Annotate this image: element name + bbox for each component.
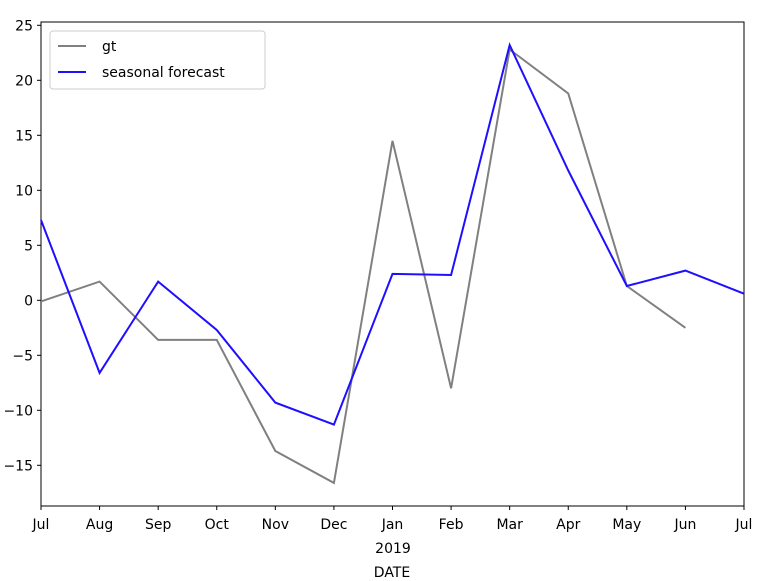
x-tick-label: Nov — [262, 517, 289, 533]
y-tick-label: 10 — [15, 183, 33, 199]
legend-label-gt: gt — [102, 39, 117, 55]
x-tick-label: Oct — [205, 517, 230, 533]
y-tick-label: 0 — [24, 293, 33, 309]
legend-box — [49, 30, 266, 90]
plot-area — [40, 21, 745, 507]
x-tick-label: Mar — [496, 517, 523, 533]
x-tick-label: Jul — [735, 517, 753, 533]
x-tick-label: May — [612, 517, 641, 533]
y-axis: −15 −10 −5 0 5 10 15 20 25 — [3, 18, 41, 474]
y-tick-label: −5 — [12, 348, 33, 364]
y-tick-label: 20 — [15, 73, 33, 89]
y-tick-label: −15 — [3, 458, 33, 474]
x-axis-title: DATE — [374, 565, 410, 581]
legend-label-seasonal-forecast: seasonal forecast — [102, 65, 225, 81]
x-tick-label: Jul — [32, 517, 50, 533]
series-line-gt — [40, 47, 687, 485]
x-tick-label: Jan — [381, 517, 404, 533]
x-tick-label: Sep — [145, 517, 172, 533]
y-tick-label: 25 — [15, 18, 33, 34]
y-tick-label: −10 — [3, 403, 33, 419]
x-tick-label: Jun — [673, 517, 696, 533]
x-tick-label: Aug — [86, 517, 113, 533]
x-tick-label: Dec — [320, 517, 347, 533]
series-line-seasonal-forecast — [40, 42, 745, 426]
legend: gt seasonal forecast — [49, 30, 266, 90]
x-tick-label: Apr — [556, 517, 580, 533]
series-lines — [40, 42, 745, 485]
y-tick-label: 5 — [24, 238, 33, 254]
y-tick-label: 15 — [15, 128, 33, 144]
x-tick-label: Feb — [439, 517, 464, 533]
x-secondary-label: 2019 — [375, 541, 411, 557]
x-axis: Jul Aug Sep Oct Nov Dec Jan Feb Mar Apr May Jun Jul — [32, 506, 753, 533]
